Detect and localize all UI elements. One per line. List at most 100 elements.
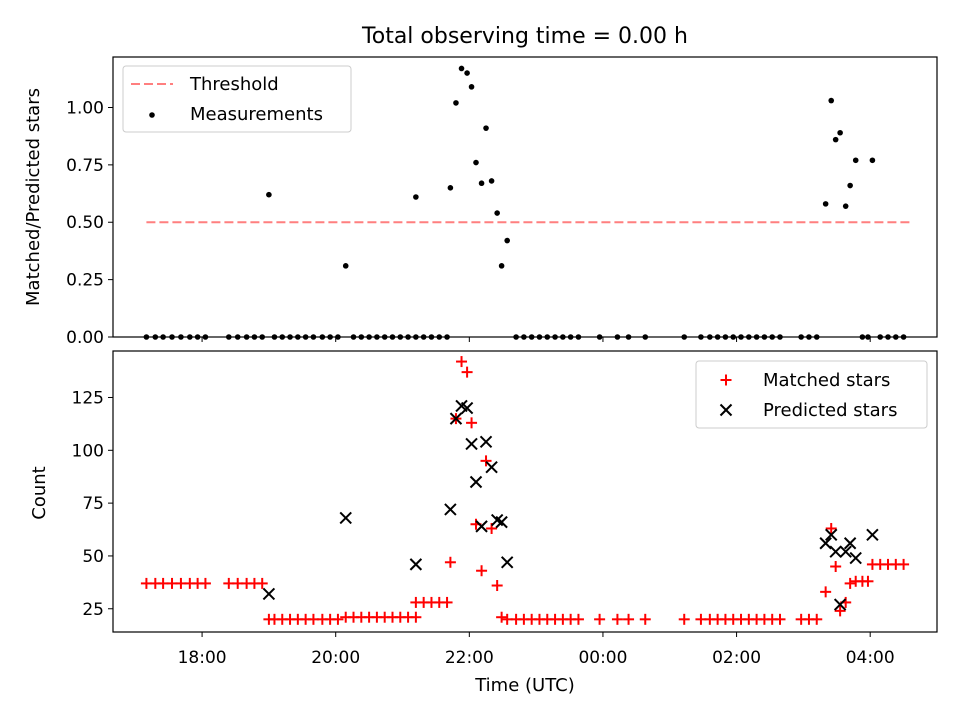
matched-star-point — [898, 558, 910, 570]
matched-star-point — [825, 522, 837, 534]
x-tick-label: 22:00 — [445, 648, 494, 668]
measurement-point — [266, 191, 272, 198]
predicted-star-point — [829, 545, 842, 558]
matched-star-point — [480, 455, 492, 467]
y-tick-label: 0.25 — [66, 271, 104, 291]
predicted-star-point — [262, 587, 276, 601]
measurement-point — [464, 70, 470, 76]
matched-star-point — [639, 613, 651, 625]
matched-star-point — [410, 611, 422, 623]
bottom-y-axis-label: Count — [29, 466, 50, 519]
ratio-plot: 0.00 0.25 0.50 0.75 1.00 Threshold Measurement… — [66, 56, 938, 348]
matched-star-point — [466, 417, 478, 429]
predicted-star-point — [819, 537, 832, 550]
matched-star-point — [199, 577, 211, 589]
predicted-star-point — [339, 511, 352, 525]
legend-measurements-label: Measurements — [190, 104, 323, 125]
matched-star-point — [456, 356, 468, 368]
matched-star-point — [774, 613, 786, 625]
predicted-star-point — [485, 460, 498, 474]
matched-star-point — [496, 611, 508, 623]
measurement-point — [504, 237, 510, 244]
matched-star-point — [572, 613, 584, 625]
measurement-point — [342, 263, 349, 269]
measurement-point — [483, 125, 489, 131]
predicted-star-point — [479, 435, 493, 449]
measurement-point — [828, 97, 835, 104]
matched-star-point — [811, 613, 823, 625]
x-tick-label: 00:00 — [578, 648, 627, 668]
measurement-point — [413, 194, 419, 200]
legend-measurements-swatch — [149, 112, 155, 118]
y-tick-label: 0.75 — [66, 156, 104, 176]
y-tick-label: 25 — [82, 600, 104, 620]
matched-star-point — [441, 596, 453, 608]
matched-star-point — [444, 556, 456, 568]
legend-matched-swatch — [720, 374, 732, 386]
measurement-point — [869, 157, 876, 164]
predicted-star-point — [833, 598, 847, 611]
measurement-point — [837, 129, 843, 136]
matched-star-point — [476, 565, 488, 577]
matched-star-point — [862, 575, 874, 587]
predicted-star-point — [460, 401, 474, 415]
chart-title: Total observing time = 0.00 h — [361, 24, 688, 49]
y-tick-label: 75 — [82, 494, 104, 514]
y-tick-label: 1.00 — [66, 98, 104, 118]
measurement-point — [453, 100, 459, 106]
top-plot-frame — [112, 56, 938, 338]
y-tick-label: 125 — [72, 388, 104, 408]
predicted-star-point — [469, 475, 483, 489]
x-tick-label: 04:00 — [846, 648, 895, 668]
predicted-star-point — [839, 545, 852, 558]
measurement-point — [494, 210, 500, 216]
measurement-point — [473, 159, 479, 166]
measurement-point — [478, 180, 485, 187]
measurement-point — [458, 65, 465, 72]
x-tick-label: 02:00 — [712, 648, 761, 668]
predicted-star-point — [409, 558, 423, 571]
y-tick-label: 0.00 — [66, 328, 104, 348]
bottom-plot-frame — [112, 350, 938, 633]
legend-matched-label: Matched stars — [763, 370, 890, 391]
matched-star-point — [332, 613, 344, 625]
y-tick-label: 100 — [72, 441, 104, 461]
y-tick-label: 50 — [82, 547, 104, 567]
predicted-star-point — [849, 551, 862, 565]
predicted-star-point — [495, 515, 508, 529]
bottom-legend: Matched stars Predicted stars — [695, 360, 928, 429]
legend-threshold-label: Threshold — [189, 74, 279, 95]
matched-star-point — [678, 613, 690, 625]
measurement-point — [488, 178, 495, 184]
predicted-star-point — [866, 528, 879, 542]
legend-predicted-label: Predicted stars — [763, 400, 897, 421]
measurement-point — [447, 185, 454, 191]
matched-star-point — [491, 580, 503, 592]
measurement-point — [852, 157, 859, 164]
measurement-point — [832, 136, 839, 143]
legend-box — [695, 360, 928, 429]
predicted-star-point — [843, 537, 857, 550]
matched-star-point — [611, 613, 623, 625]
measurement-point — [847, 182, 853, 189]
y-tick-label: 0.50 — [66, 213, 104, 233]
matched-star-point — [844, 577, 856, 589]
predicted-star-point — [465, 437, 478, 451]
predicted-star-point — [825, 528, 838, 542]
matched-star-point — [820, 586, 832, 598]
measurement-point — [468, 84, 475, 90]
predicted-star-point — [475, 520, 488, 533]
matched-star-point — [461, 366, 473, 378]
matched-star-point — [834, 605, 846, 617]
predicted-star-point — [449, 412, 463, 425]
predicted-star-point — [500, 556, 514, 569]
matched-star-point — [830, 561, 842, 573]
legend-predicted-swatch — [719, 403, 733, 417]
measurement-point — [822, 201, 829, 207]
matched-star-point — [623, 613, 635, 625]
matched-star-point — [594, 613, 606, 625]
x-tick-label: 20:00 — [311, 648, 360, 668]
top-legend: Threshold Measurements — [122, 65, 352, 133]
count-plot: 25 50 75 100 125 18:00 20:00 22:00 00:00 02:00 04:… — [72, 350, 938, 668]
